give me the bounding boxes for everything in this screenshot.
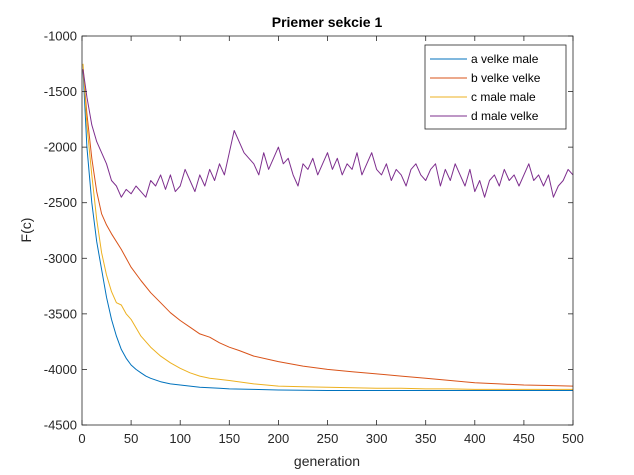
series-line-2 — [82, 69, 574, 387]
legend-label-3: c male male — [471, 90, 536, 104]
x-tick-label: 500 — [562, 431, 584, 446]
x-tick-label: 350 — [415, 431, 437, 446]
y-tick-label: -4000 — [44, 362, 77, 377]
x-tick-label: 450 — [513, 431, 535, 446]
x-tick-label: 300 — [366, 431, 388, 446]
legend: a velke male b velke velke c male male d ma… — [424, 44, 567, 130]
x-tick-label: 200 — [268, 431, 290, 446]
series-line-4 — [82, 69, 574, 198]
y-tick-label: -1500 — [44, 84, 77, 99]
axes-layer: 0 50 100 150 200 250 300 350 400 450 500 -1000 -1500… — [44, 29, 584, 447]
x-tick-label: 100 — [169, 431, 191, 446]
series-line-3 — [82, 63, 573, 390]
legend-label-1: a velke male — [471, 52, 539, 66]
series-line-1 — [82, 69, 573, 391]
legend-label-2: b velke velke — [471, 71, 541, 85]
x-tick-label: 400 — [464, 431, 486, 446]
y-tick-label: -3500 — [44, 306, 77, 321]
y-tick-label: -4500 — [44, 418, 77, 433]
series-layer — [82, 63, 574, 391]
x-tick-label: 150 — [218, 431, 240, 446]
x-tick-label: 0 — [78, 431, 85, 446]
y-tick-label: -3000 — [44, 251, 77, 266]
x-tick-label: 250 — [317, 431, 339, 446]
x-axis-label: generation — [294, 453, 360, 469]
y-tick-label: -1000 — [44, 29, 77, 44]
y-axis-label: F(c) — [18, 218, 34, 243]
legend-label-4: d male velke — [471, 109, 539, 123]
y-tick-label: -2000 — [44, 140, 77, 155]
x-tick-label: 50 — [124, 431, 138, 446]
y-tick-label: -2500 — [44, 195, 77, 210]
chart-title: Priemer sekcie 1 — [272, 14, 383, 30]
